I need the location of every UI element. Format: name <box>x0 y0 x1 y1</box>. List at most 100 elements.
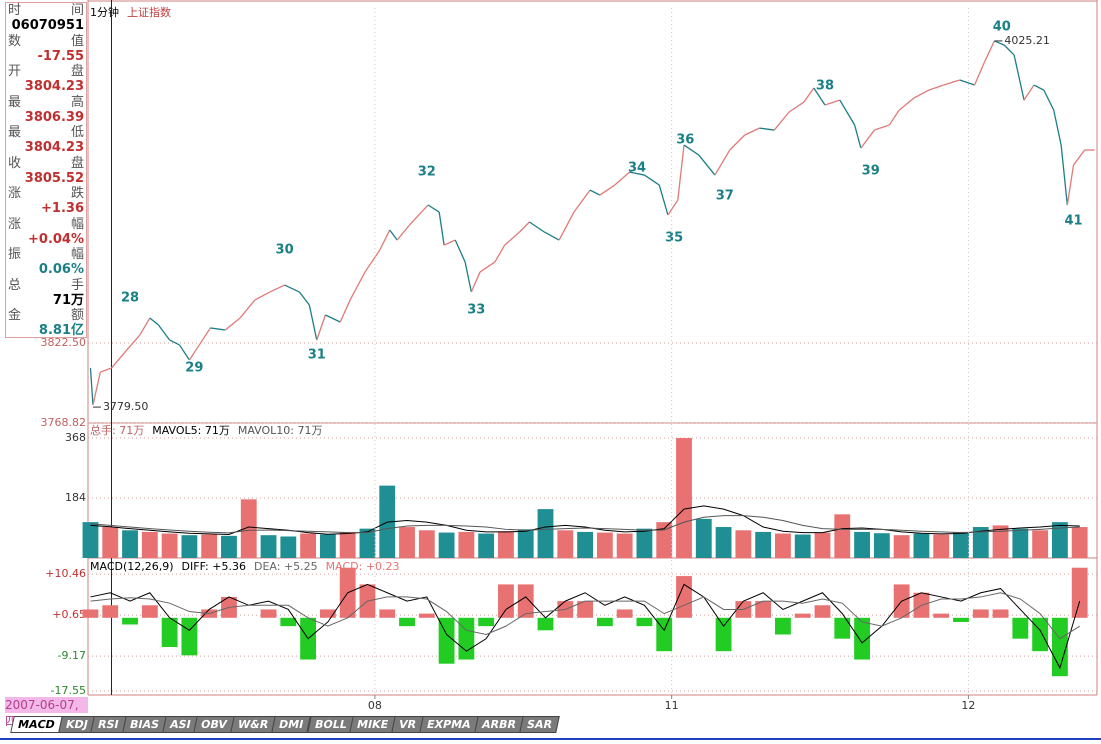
panel-title: MACD(12,26,9) <box>90 560 174 573</box>
volume-bar <box>161 533 178 558</box>
volume-bar <box>577 531 593 558</box>
price-segment <box>169 339 180 346</box>
price-segment <box>89 367 94 406</box>
price-segment <box>110 351 126 369</box>
volume-bar <box>755 531 772 558</box>
info-row: 开盘 3804.23 <box>8 64 84 95</box>
tab[interactable]: W&R <box>230 716 277 733</box>
price-segment <box>316 314 327 341</box>
macd-bar <box>181 617 198 656</box>
tab[interactable]: SAR <box>518 716 560 733</box>
wave-label: 35 <box>665 231 683 246</box>
x-tick-label: 12 <box>961 699 975 712</box>
volume-bar <box>972 527 989 558</box>
volume-bar <box>933 534 950 558</box>
price-segment <box>269 284 285 293</box>
info-label: 涨跌 <box>8 186 84 201</box>
volume-bar <box>893 535 910 558</box>
macd-bar <box>478 617 495 627</box>
price-segment <box>364 249 381 273</box>
tab[interactable]: BIAS <box>122 716 167 733</box>
volume-bar <box>300 533 317 558</box>
price-segment <box>589 189 601 196</box>
price-segment <box>157 324 171 341</box>
macd-bar <box>1071 567 1088 618</box>
price-segment <box>943 79 960 86</box>
legend-entry: MAVOL5: 71万 <box>152 424 230 437</box>
price-segment <box>773 111 790 131</box>
volume-bar <box>181 535 198 558</box>
tab[interactable]: MIKE <box>349 716 397 733</box>
info-value: 8.81亿 <box>38 323 84 338</box>
macd-bar <box>161 617 178 648</box>
macd-bar <box>775 617 791 635</box>
price-segment <box>308 304 318 341</box>
x-tick-label: 11 <box>665 699 679 712</box>
info-label: 振幅 <box>8 247 84 262</box>
extreme-label: 3779.50 <box>103 400 149 413</box>
macd-bar <box>814 605 831 618</box>
price-segment <box>504 231 520 246</box>
y-tick-label: -9.17 <box>58 649 86 662</box>
macd-bar <box>418 613 435 618</box>
price-segment <box>898 97 915 111</box>
macd-bar <box>280 617 297 627</box>
info-row: 最高 3806.39 <box>8 95 84 126</box>
macd-bar <box>498 584 514 618</box>
tab[interactable]: MACD <box>10 716 63 733</box>
wave-label: 30 <box>276 243 294 258</box>
price-segment <box>454 239 466 263</box>
legend-entry: MACD: +0.23 <box>326 560 400 573</box>
price-segment <box>479 261 496 273</box>
chart-subtitle: 上证指数 <box>127 5 171 19</box>
volume-bar <box>695 518 712 558</box>
macd-bar <box>537 617 554 631</box>
info-label: 最低 <box>8 125 84 140</box>
info-value: 3804.23 <box>24 140 84 155</box>
info-value: 71万 <box>52 292 84 308</box>
legend-entry: DEA: +5.25 <box>254 560 318 573</box>
price-segment <box>149 317 159 326</box>
wave-label: 33 <box>467 303 485 318</box>
tab[interactable]: BOLL <box>306 716 355 733</box>
volume-bar <box>1051 522 1068 558</box>
volume-bar <box>735 530 752 558</box>
status-bar <box>0 738 1101 740</box>
macd-bar <box>102 605 119 618</box>
tab[interactable]: OBV <box>193 716 235 733</box>
price-segment <box>427 204 440 213</box>
indicator-tabs: MACD KDJ RSI BIAS ASI OBV W&R DMI BOLL MIKE VR EXPM… <box>10 716 560 733</box>
price-segment <box>1013 54 1025 101</box>
price-segment <box>1033 84 1045 91</box>
macd-bar <box>379 609 396 618</box>
volume-bar <box>458 531 475 558</box>
series-line <box>90 592 1080 640</box>
price-segment <box>470 271 481 293</box>
info-value: +1.36 <box>41 201 84 216</box>
wave-label: 41 <box>1064 214 1082 229</box>
volume-bar <box>319 534 336 558</box>
legend-entry: DIFF: +5.36 <box>182 560 246 573</box>
macd-bar <box>794 613 811 618</box>
macd-bar <box>260 609 277 618</box>
tab[interactable]: RSI <box>90 716 127 733</box>
price-segment <box>599 184 616 196</box>
price-segment <box>254 291 271 301</box>
volume-bar <box>557 530 574 558</box>
volume-bar <box>418 530 435 558</box>
macd-bar <box>141 605 158 618</box>
macd-bar <box>399 617 415 627</box>
tab[interactable]: EXPMA <box>419 716 479 733</box>
price-segment <box>100 367 112 373</box>
volume-bar <box>775 533 791 558</box>
info-label: 收盘 <box>8 155 84 171</box>
tab[interactable]: DMI <box>271 716 312 733</box>
price-segment <box>396 224 410 241</box>
info-value: 3806.39 <box>24 109 84 125</box>
date-label: 2007-06-07,四 <box>5 697 88 728</box>
wave-label: 31 <box>308 348 326 363</box>
tab[interactable]: ARBR <box>474 716 524 733</box>
macd-bar <box>319 609 336 618</box>
macd-bar <box>438 617 455 664</box>
price-segment <box>744 127 760 136</box>
